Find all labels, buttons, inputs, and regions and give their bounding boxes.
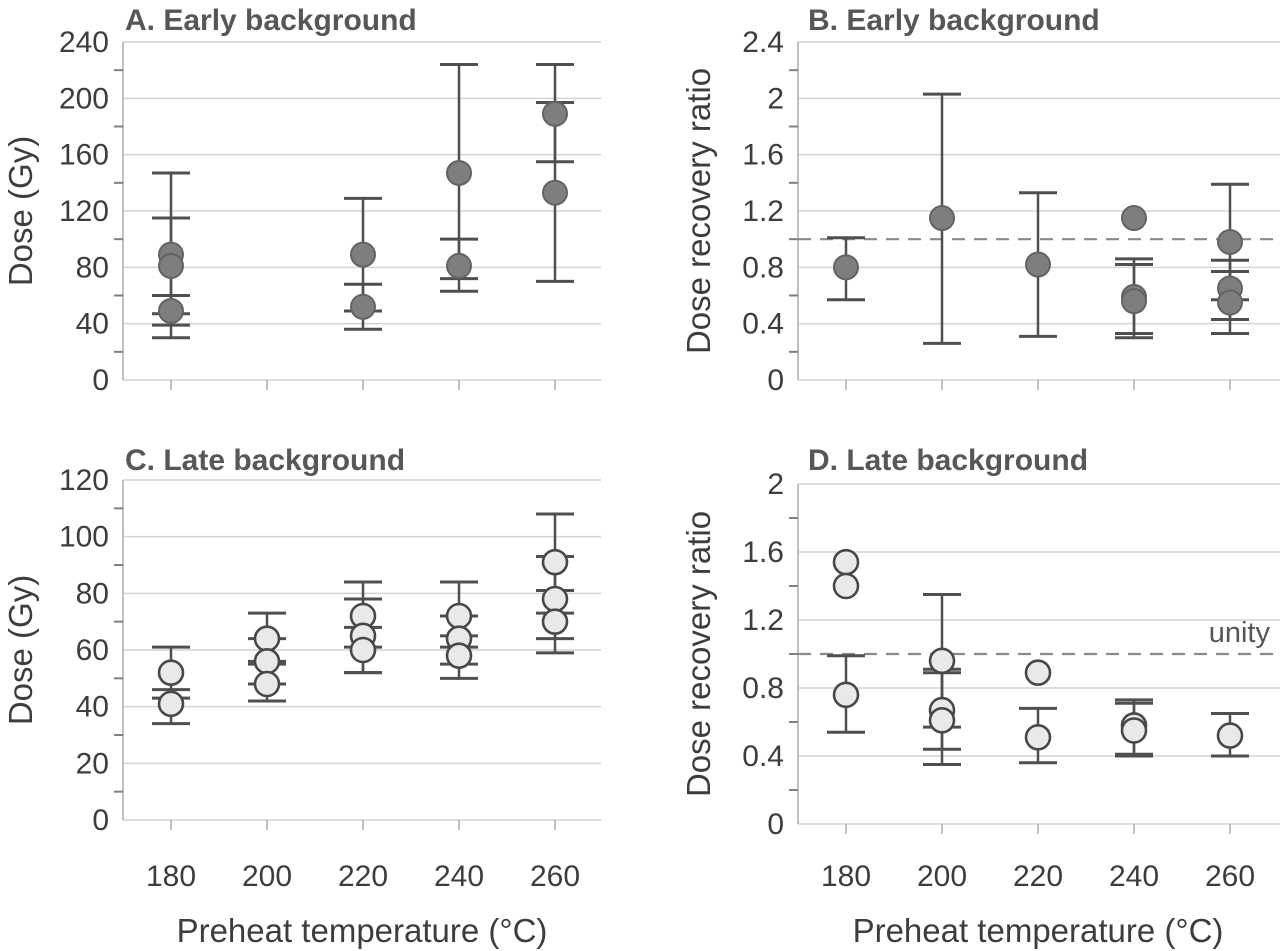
panel-c-marks: 0 20 40 60 80 100 120 180 200 220 240 260	[59, 464, 601, 893]
svg-text:0: 0	[767, 808, 784, 841]
svg-text:120: 120	[59, 464, 109, 497]
svg-text:0: 0	[92, 804, 109, 837]
svg-text:260: 260	[1205, 860, 1255, 893]
svg-text:0.8: 0.8	[742, 672, 784, 705]
panel-d-y-axis-title: Dose recovery ratio	[680, 511, 717, 797]
svg-text:240: 240	[434, 860, 484, 893]
svg-text:240: 240	[1109, 860, 1159, 893]
svg-text:2: 2	[767, 468, 784, 501]
panel-d-title: D. Late background	[808, 444, 1088, 477]
panel-b-title: B. Early background	[808, 4, 1100, 37]
svg-text:60: 60	[76, 634, 109, 667]
svg-text:100: 100	[59, 521, 109, 554]
svg-text:20: 20	[76, 747, 109, 780]
svg-text:40: 40	[76, 308, 109, 341]
svg-text:80: 80	[76, 251, 109, 284]
svg-text:1.2: 1.2	[742, 195, 784, 228]
panel-a-y-axis-title: Dose (Gy)	[2, 136, 39, 286]
unity-line-label: unity	[1209, 617, 1271, 649]
svg-text:220: 220	[338, 860, 388, 893]
panel-c-title: C. Late background	[125, 444, 405, 477]
svg-text:0.8: 0.8	[742, 251, 784, 284]
panel-b-chart: 0 0.4 0.8 1.2 1.6 2 2.4 B. Early background Do…	[680, 4, 1280, 397]
svg-text:0.4: 0.4	[742, 740, 784, 773]
svg-text:180: 180	[146, 860, 196, 893]
svg-text:220: 220	[1013, 860, 1063, 893]
svg-text:200: 200	[59, 82, 109, 115]
svg-text:2.4: 2.4	[742, 26, 784, 59]
svg-text:1.2: 1.2	[742, 604, 784, 637]
panel-a-chart: 0 40 80 120 160 200 240 A. Early background Do…	[2, 4, 601, 397]
svg-text:0: 0	[92, 364, 109, 397]
panel-c-x-axis-title: Preheat temperature (°C)	[177, 912, 548, 949]
panel-b-y-axis-title: Dose recovery ratio	[680, 68, 717, 354]
panel-d-x-axis-title: Preheat temperature (°C)	[853, 912, 1224, 949]
svg-text:0: 0	[767, 364, 784, 397]
svg-text:2: 2	[767, 82, 784, 115]
panel-b-marks: 0 0.4 0.8 1.2 1.6 2 2.4	[742, 26, 1280, 397]
svg-text:260: 260	[530, 860, 580, 893]
panel-c-chart: 0 20 40 60 80 100 120 180 200 220 240 260 C. Late b…	[2, 444, 601, 949]
svg-text:0.4: 0.4	[742, 308, 784, 341]
svg-text:1.6: 1.6	[742, 536, 784, 569]
svg-text:120: 120	[59, 195, 109, 228]
panel-d-chart: 0 0.4 0.8 1.2 1.6 2 180 200 220 240 260 D. Late ba…	[680, 444, 1280, 949]
panel-a-title: A. Early background	[125, 4, 417, 37]
svg-text:200: 200	[917, 860, 967, 893]
svg-text:240: 240	[59, 26, 109, 59]
panel-d-marks: 0 0.4 0.8 1.2 1.6 2 180 200 220 240 260	[742, 468, 1280, 893]
panel-c-y-axis-title: Dose (Gy)	[2, 575, 39, 725]
svg-text:200: 200	[242, 860, 292, 893]
svg-text:1.6: 1.6	[742, 139, 784, 172]
svg-text:80: 80	[76, 577, 109, 610]
panel-a-marks: 0 40 80 120 160 200 240	[59, 26, 601, 397]
svg-text:180: 180	[821, 860, 871, 893]
svg-text:40: 40	[76, 691, 109, 724]
svg-text:160: 160	[59, 139, 109, 172]
